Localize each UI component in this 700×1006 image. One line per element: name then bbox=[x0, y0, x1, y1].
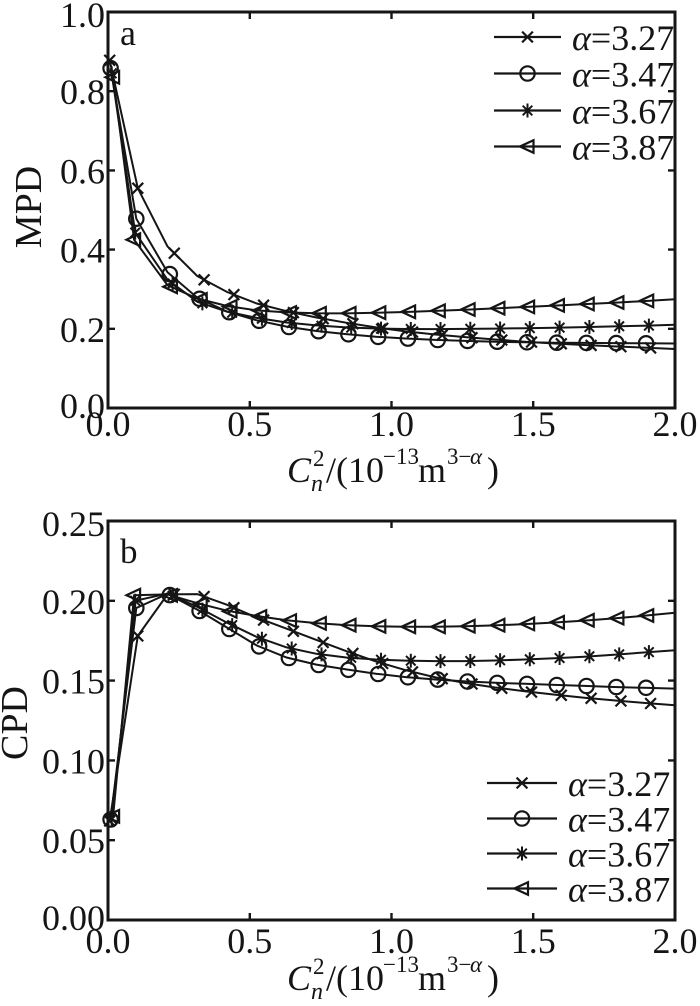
svg-text:2: 2 bbox=[313, 954, 325, 979]
svg-text:b: b bbox=[120, 532, 138, 571]
svg-text:0.0: 0.0 bbox=[86, 921, 131, 961]
svg-text:α=3.87: α=3.87 bbox=[568, 870, 670, 910]
svg-text:0.05: 0.05 bbox=[42, 821, 105, 861]
svg-text:1.0: 1.0 bbox=[60, 0, 105, 35]
svg-text:1.5: 1.5 bbox=[511, 921, 556, 961]
svg-text:n: n bbox=[311, 471, 323, 497]
svg-text:n: n bbox=[311, 979, 323, 1001]
svg-text:MPD: MPD bbox=[8, 166, 50, 248]
svg-text:α=3.27: α=3.27 bbox=[568, 764, 670, 804]
svg-text:1.5: 1.5 bbox=[511, 404, 556, 444]
svg-text:3−: 3− bbox=[447, 952, 471, 977]
svg-text:−13: −13 bbox=[383, 952, 419, 977]
svg-text:0.2: 0.2 bbox=[60, 310, 105, 350]
svg-text:1.0: 1.0 bbox=[369, 921, 414, 961]
svg-text:m: m bbox=[418, 958, 446, 998]
svg-text:α=3.67: α=3.67 bbox=[568, 835, 670, 875]
svg-text:C: C bbox=[287, 450, 312, 490]
svg-text:0.00: 0.00 bbox=[42, 898, 105, 938]
svg-text:0.5: 0.5 bbox=[227, 921, 272, 961]
svg-text:α=3.67: α=3.67 bbox=[572, 92, 674, 132]
svg-text:): ) bbox=[487, 958, 499, 998]
svg-text:CPD: CPD bbox=[0, 686, 36, 760]
svg-text:/(10: /(10 bbox=[326, 958, 384, 998]
svg-text:3−: 3− bbox=[447, 444, 471, 469]
svg-text:/(10: /(10 bbox=[326, 450, 384, 490]
svg-text:α=3.47: α=3.47 bbox=[572, 55, 674, 95]
svg-text:α: α bbox=[470, 444, 483, 469]
svg-text:a: a bbox=[120, 13, 136, 53]
svg-text:α=3.47: α=3.47 bbox=[568, 800, 670, 840]
svg-text:0.6: 0.6 bbox=[60, 151, 105, 191]
svg-text:0.0: 0.0 bbox=[60, 386, 105, 426]
svg-text:0.25: 0.25 bbox=[42, 504, 105, 544]
svg-text:α: α bbox=[470, 952, 483, 977]
svg-text:0.0: 0.0 bbox=[86, 404, 131, 444]
svg-text:2: 2 bbox=[313, 446, 325, 471]
svg-text:1.0: 1.0 bbox=[369, 404, 414, 444]
svg-text:α=3.27: α=3.27 bbox=[572, 18, 674, 58]
svg-text:m: m bbox=[418, 450, 446, 490]
svg-text:2.0: 2.0 bbox=[653, 404, 698, 444]
svg-text:α=3.87: α=3.87 bbox=[572, 128, 674, 168]
svg-text:0.15: 0.15 bbox=[42, 662, 105, 702]
svg-text:−13: −13 bbox=[383, 444, 419, 469]
svg-text:0.5: 0.5 bbox=[227, 404, 272, 444]
svg-text:0.10: 0.10 bbox=[42, 741, 105, 781]
svg-text:C: C bbox=[287, 958, 312, 998]
svg-text:0.20: 0.20 bbox=[42, 582, 105, 622]
svg-text:2.0: 2.0 bbox=[653, 921, 698, 961]
svg-text:0.4: 0.4 bbox=[60, 231, 105, 271]
svg-text:0.8: 0.8 bbox=[60, 72, 105, 112]
svg-text:): ) bbox=[487, 450, 499, 490]
